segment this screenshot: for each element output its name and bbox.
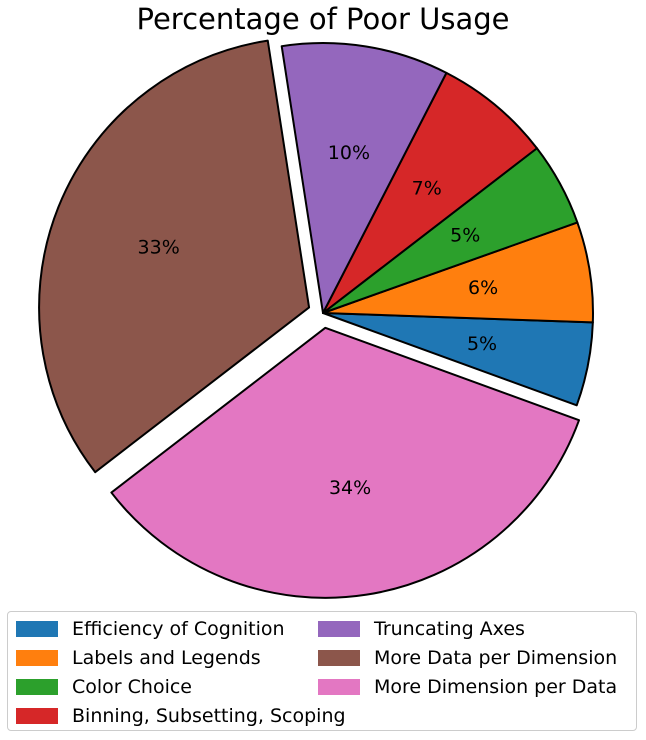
legend-item: More Data per Dimension <box>318 647 617 669</box>
legend-label: Labels and Legends <box>72 647 261 669</box>
legend-swatch <box>318 621 360 637</box>
pie-slice-label-0: 5% <box>467 333 497 355</box>
legend-label: Truncating Axes <box>374 618 525 640</box>
legend-label: Binning, Subsetting, Scoping <box>72 705 346 727</box>
pie-slice-6 <box>110 326 581 599</box>
legend-item: Efficiency of Cognition <box>16 618 285 640</box>
pie-slice-label-6: 34% <box>329 477 371 499</box>
legend-label: More Dimension per Data <box>374 676 618 698</box>
pie-slice-4 <box>280 42 448 314</box>
legend-item: More Dimension per Data <box>318 676 617 698</box>
legend-item: Color Choice <box>16 676 192 698</box>
legend-item: Truncating Axes <box>318 618 525 640</box>
legend-swatch <box>16 621 58 637</box>
pie-slice-5 <box>38 39 311 474</box>
legend-item: Binning, Subsetting, Scoping <box>16 705 346 727</box>
pie-slice-label-4: 10% <box>328 142 370 164</box>
legend-label: More Data per Dimension <box>374 647 618 669</box>
legend-swatch <box>318 679 360 695</box>
legend-swatch <box>318 650 360 666</box>
legend-swatch <box>16 708 58 724</box>
pie-slice-label-2: 5% <box>450 224 480 246</box>
chart-title: Percentage of Poor Usage <box>136 2 510 36</box>
legend-swatch <box>16 679 58 695</box>
pie-slice-3 <box>322 71 538 314</box>
pie-chart: 5% 6% 5% 7% 10% 33% 34% <box>38 39 594 599</box>
legend-label: Color Choice <box>72 676 192 698</box>
legend-label: Efficiency of Cognition <box>72 618 285 640</box>
legend-swatch <box>16 650 58 666</box>
pie-slice-label-1: 6% <box>468 277 498 299</box>
legend-item: Labels and Legends <box>16 647 261 669</box>
legend: Efficiency of Cognition Labels and Legend… <box>7 611 637 731</box>
pie-slice-label-5: 33% <box>138 236 180 258</box>
pie-slice-label-3: 7% <box>412 178 442 200</box>
